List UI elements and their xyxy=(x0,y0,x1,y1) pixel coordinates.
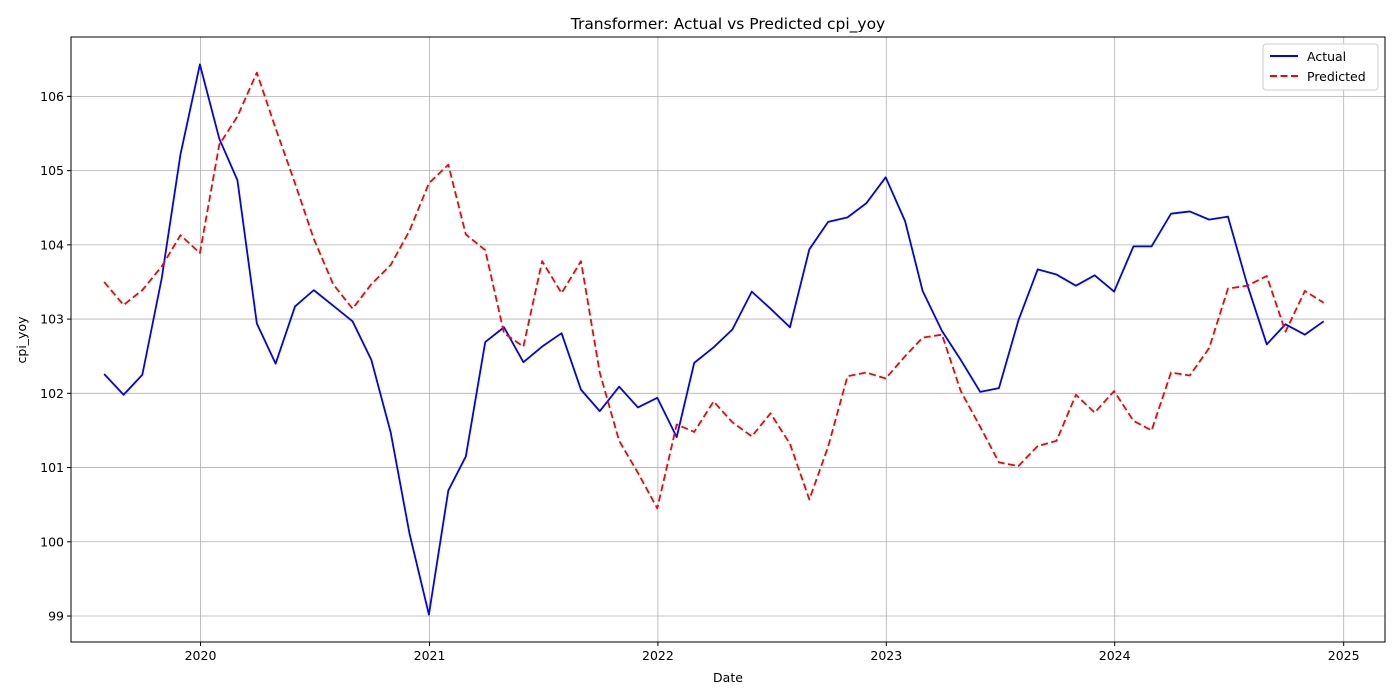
x-tick-label: 2021 xyxy=(414,648,446,663)
y-tick-label: 102 xyxy=(40,386,64,401)
y-axis-title: cpi_yoy xyxy=(14,316,29,364)
y-tick-label: 100 xyxy=(40,534,64,549)
chart-title: Transformer: Actual vs Predicted cpi_yoy xyxy=(570,15,885,34)
x-tick-label: 2024 xyxy=(1099,648,1131,663)
y-tick-label: 101 xyxy=(40,460,64,475)
y-tick-label: 103 xyxy=(40,312,64,327)
grid-lines xyxy=(71,37,1385,642)
legend-label-actual: Actual xyxy=(1307,49,1346,64)
legend: Actual Predicted xyxy=(1262,43,1379,91)
plot-area-frame xyxy=(70,36,1386,643)
series-layer xyxy=(103,63,1325,616)
x-axis-ticks: 2020 2021 2022 2023 2024 2025 xyxy=(185,642,1360,663)
series-line-actual xyxy=(103,63,1325,616)
y-tick-label: 99 xyxy=(48,609,64,624)
legend-label-predicted: Predicted xyxy=(1307,69,1366,84)
x-axis-title: Date xyxy=(713,670,743,685)
x-tick-label: 2020 xyxy=(185,648,217,663)
x-tick-label: 2023 xyxy=(870,648,902,663)
x-tick-label: 2022 xyxy=(642,648,674,663)
y-tick-label: 104 xyxy=(40,237,64,252)
y-axis-ticks: 99 100 101 102 103 104 105 106 xyxy=(40,89,71,624)
y-tick-label: 106 xyxy=(40,89,64,104)
series-line-predicted xyxy=(103,71,1325,510)
x-tick-label: 2025 xyxy=(1328,648,1360,663)
y-tick-label: 105 xyxy=(40,163,64,178)
